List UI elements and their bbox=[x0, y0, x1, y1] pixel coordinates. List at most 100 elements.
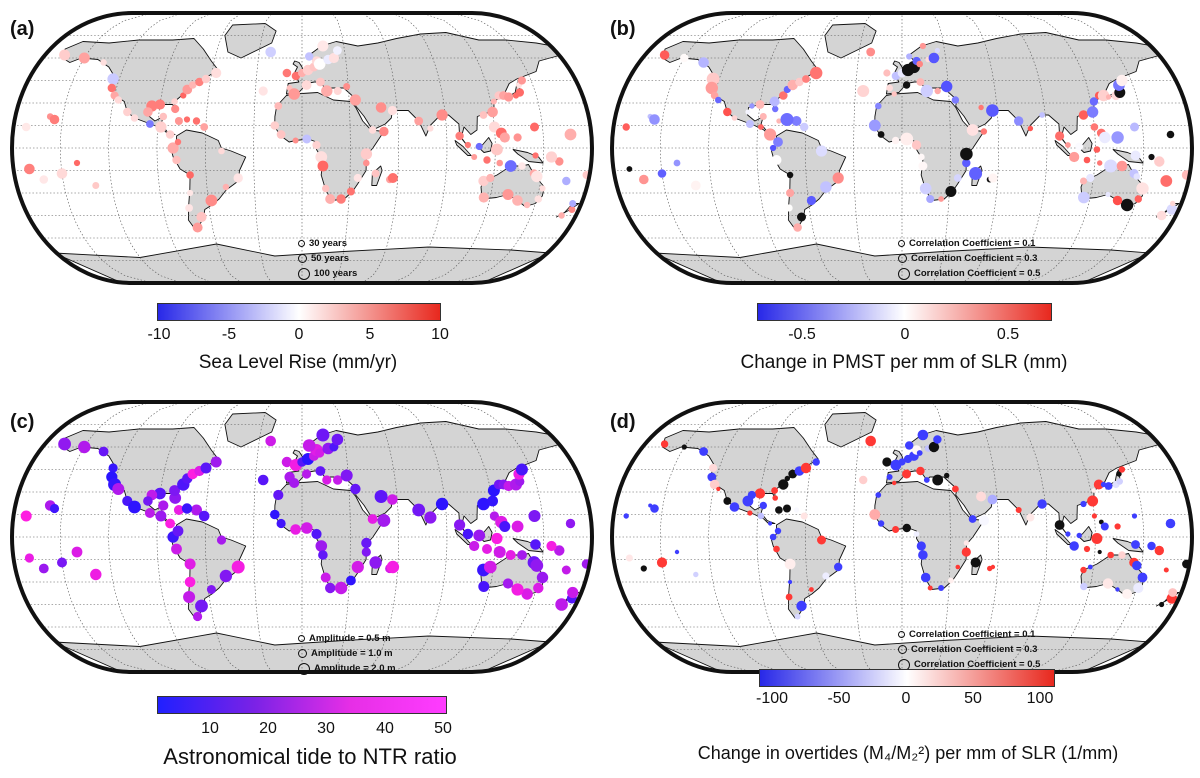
station-marker bbox=[800, 512, 808, 520]
station-marker bbox=[892, 526, 900, 533]
station-marker bbox=[1097, 549, 1102, 555]
station-marker bbox=[980, 128, 988, 135]
station-marker bbox=[536, 571, 549, 584]
station-marker bbox=[820, 181, 832, 193]
station-marker bbox=[978, 515, 989, 526]
colorbar-tick-label: 0 bbox=[294, 326, 304, 343]
world-map-b bbox=[610, 11, 1194, 285]
station-marker bbox=[114, 96, 123, 104]
meridian-line bbox=[931, 402, 951, 672]
station-marker bbox=[731, 115, 738, 121]
meridian-line bbox=[451, 13, 544, 283]
station-marker bbox=[622, 123, 630, 131]
station-marker bbox=[917, 153, 925, 161]
station-marker bbox=[794, 613, 801, 620]
station-marker bbox=[361, 537, 372, 549]
station-marker bbox=[155, 121, 167, 133]
station-marker bbox=[290, 524, 301, 535]
legend-label: Amplitude = 2.0 m bbox=[314, 663, 396, 674]
station-marker bbox=[219, 569, 233, 583]
station-marker bbox=[916, 466, 925, 476]
station-marker bbox=[462, 528, 474, 540]
station-marker bbox=[317, 40, 329, 52]
station-marker bbox=[1154, 156, 1165, 167]
station-marker bbox=[892, 480, 897, 486]
colorbar-tick-label: 50 bbox=[434, 720, 452, 737]
station-marker bbox=[886, 474, 893, 480]
station-marker bbox=[545, 151, 558, 163]
station-marker bbox=[353, 173, 362, 183]
panel-a: (a) 30 years 50 years 100 years -10 -5 0… bbox=[0, 0, 600, 389]
land-indonesia-borneo bbox=[1077, 526, 1093, 542]
station-marker bbox=[39, 175, 49, 184]
station-marker bbox=[768, 521, 773, 526]
station-marker bbox=[1112, 195, 1123, 206]
map-legend: Correlation Coefficient = 0.1 Correlatio… bbox=[898, 236, 1040, 281]
station-marker bbox=[59, 49, 71, 61]
station-marker bbox=[791, 116, 802, 126]
station-marker bbox=[917, 429, 929, 441]
station-marker bbox=[98, 446, 109, 457]
colorbar-title: Astronomical tide to NTR ratio bbox=[163, 744, 457, 769]
station-marker bbox=[349, 94, 361, 106]
station-marker bbox=[1136, 182, 1149, 195]
meridian-line bbox=[805, 402, 843, 672]
station-marker bbox=[1091, 513, 1097, 519]
station-marker bbox=[815, 145, 828, 157]
station-marker bbox=[196, 211, 207, 223]
station-marker bbox=[902, 523, 911, 533]
station-marker bbox=[705, 81, 718, 95]
station-marker bbox=[377, 514, 391, 527]
station-marker bbox=[340, 469, 353, 482]
station-marker bbox=[1078, 191, 1090, 204]
colorbar bbox=[759, 669, 1055, 687]
station-marker bbox=[325, 194, 336, 204]
station-marker bbox=[276, 518, 286, 529]
station-markers bbox=[20, 428, 592, 622]
station-marker bbox=[806, 195, 816, 206]
legend-label: Correlation Coefficient = 0.5 bbox=[914, 268, 1041, 279]
station-marker bbox=[316, 77, 325, 87]
colorbar-tick-label: -5 bbox=[221, 326, 237, 343]
station-marker bbox=[1014, 116, 1024, 126]
station-marker bbox=[387, 105, 397, 116]
station-marker bbox=[567, 586, 579, 599]
meridian-line bbox=[421, 402, 496, 672]
station-marker bbox=[233, 173, 243, 183]
station-marker bbox=[491, 532, 503, 545]
station-marker bbox=[625, 554, 633, 562]
station-marker bbox=[154, 99, 166, 110]
station-marker bbox=[1154, 545, 1164, 556]
station-marker bbox=[92, 182, 100, 189]
station-marker bbox=[21, 122, 31, 132]
station-marker bbox=[555, 598, 568, 611]
station-marker bbox=[773, 137, 783, 147]
station-marker bbox=[477, 497, 490, 511]
station-marker bbox=[987, 494, 998, 505]
station-marker bbox=[198, 510, 210, 522]
meridian-line bbox=[331, 13, 351, 283]
station-marker bbox=[962, 158, 971, 168]
station-marker bbox=[868, 119, 881, 132]
station-marker bbox=[270, 509, 280, 520]
legend-label: Amplitude = 0.5 m bbox=[309, 633, 391, 644]
station-marker bbox=[313, 58, 326, 70]
meridian-line bbox=[756, 402, 813, 672]
colorbar-tick-label: 20 bbox=[259, 720, 277, 737]
map-legend: Correlation Coefficient = 0.1 Correlatio… bbox=[898, 627, 1040, 672]
station-marker bbox=[723, 497, 732, 505]
station-marker bbox=[1118, 466, 1126, 473]
station-marker bbox=[926, 195, 935, 203]
station-marker bbox=[1107, 551, 1114, 559]
meridian-line bbox=[961, 13, 999, 283]
station-marker bbox=[970, 557, 981, 568]
station-marker bbox=[186, 171, 194, 179]
station-markers bbox=[622, 42, 1192, 232]
station-marker bbox=[107, 83, 117, 93]
station-marker bbox=[932, 474, 944, 486]
station-marker bbox=[1131, 513, 1138, 519]
meridian-line bbox=[156, 13, 213, 283]
station-marker bbox=[699, 447, 708, 456]
panel-label: (a) bbox=[10, 18, 35, 40]
station-marker bbox=[1134, 195, 1142, 203]
